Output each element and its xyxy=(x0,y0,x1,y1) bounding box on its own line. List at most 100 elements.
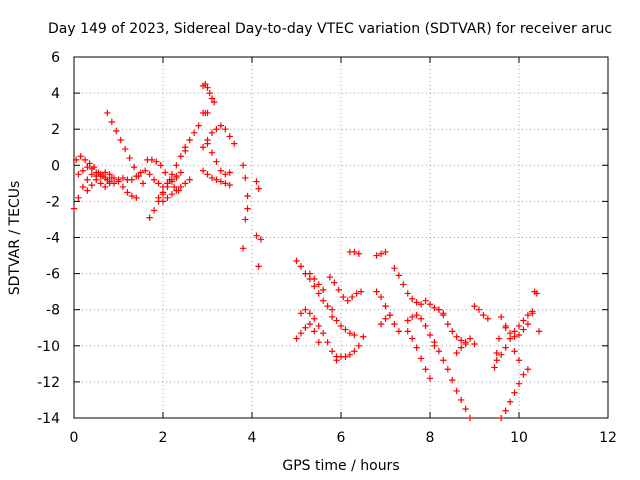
data-point xyxy=(471,302,478,310)
data-point xyxy=(142,167,149,174)
series-arc-af xyxy=(404,311,438,349)
series-arc-s xyxy=(255,263,262,270)
data-point xyxy=(244,205,251,212)
data-point xyxy=(498,313,505,321)
data-point xyxy=(128,192,136,200)
data-point xyxy=(348,293,356,301)
series-arc-p xyxy=(204,140,233,178)
data-point xyxy=(168,171,176,178)
data-point xyxy=(400,281,407,288)
data-point xyxy=(335,286,342,294)
data-point xyxy=(213,126,220,133)
tick-labels: 0 2 4 6 8 10 12 -14 -12 -10 -8 -6 -4 -2 0 2 4 6 xyxy=(37,50,617,446)
data-point xyxy=(199,167,207,174)
data-point xyxy=(164,194,171,201)
data-point xyxy=(93,176,100,183)
x-tick-label: 12 xyxy=(599,430,617,446)
data-point xyxy=(342,326,349,333)
data-point xyxy=(302,324,309,331)
data-point xyxy=(79,183,87,191)
data-point xyxy=(466,414,474,422)
data-point xyxy=(377,293,385,301)
data-point xyxy=(177,183,184,191)
data-point xyxy=(324,302,331,310)
data-point xyxy=(515,331,523,339)
data-point xyxy=(511,333,518,340)
data-point xyxy=(186,176,193,183)
series-arc-ab xyxy=(373,248,389,259)
data-point xyxy=(137,169,144,176)
data-point xyxy=(253,232,260,239)
data-point xyxy=(148,156,156,164)
data-point xyxy=(511,389,518,396)
series-arc-ai xyxy=(431,338,474,422)
data-point xyxy=(422,322,429,330)
data-point xyxy=(155,180,162,187)
data-point xyxy=(119,174,127,182)
y-tick-label: -6 xyxy=(46,267,60,283)
data-point xyxy=(493,349,500,357)
data-point xyxy=(208,129,216,137)
data-point xyxy=(84,176,91,183)
data-point xyxy=(297,263,305,270)
data-point xyxy=(404,328,411,335)
data-point xyxy=(342,353,349,360)
series-arc-u xyxy=(293,320,322,346)
data-point xyxy=(146,171,153,178)
data-point xyxy=(239,162,247,169)
series-arc-ad xyxy=(377,311,394,328)
y-tick-label: -10 xyxy=(37,339,60,355)
series-arc-e xyxy=(104,109,147,187)
data-point xyxy=(146,214,153,221)
data-point xyxy=(73,156,80,164)
data-point xyxy=(242,174,249,182)
data-point xyxy=(506,335,514,342)
data-point xyxy=(108,118,116,126)
data-point xyxy=(255,263,262,270)
data-point xyxy=(110,174,118,182)
data-point xyxy=(328,348,336,355)
data-point xyxy=(115,178,122,185)
data-point xyxy=(498,351,505,359)
data-point xyxy=(320,329,327,337)
series-arc-ap xyxy=(502,320,532,340)
data-point xyxy=(88,165,95,173)
data-point xyxy=(117,136,124,144)
data-point xyxy=(297,329,305,337)
data-point xyxy=(253,178,260,185)
data-point xyxy=(153,158,160,165)
data-point xyxy=(320,297,327,304)
y-tick-label: 4 xyxy=(51,86,60,102)
series-arc-aj xyxy=(435,306,469,348)
data-point xyxy=(511,328,518,335)
data-point xyxy=(426,301,434,308)
data-point xyxy=(471,340,478,348)
data-point xyxy=(404,290,411,297)
data-point xyxy=(204,140,211,147)
data-point xyxy=(331,279,338,286)
data-point xyxy=(328,306,336,313)
series-arc-aa xyxy=(346,248,362,257)
data-point xyxy=(168,178,176,185)
data-point xyxy=(104,176,111,183)
y-tick-label: 2 xyxy=(51,122,60,138)
data-point xyxy=(315,281,322,288)
data-point xyxy=(520,317,527,324)
data-point xyxy=(79,167,87,174)
data-point xyxy=(293,257,300,265)
series-arc-d xyxy=(84,169,140,201)
data-point xyxy=(524,320,532,328)
data-point xyxy=(182,180,189,187)
series-arc-ae xyxy=(391,264,425,308)
data-point xyxy=(126,154,133,162)
data-point xyxy=(177,169,184,176)
data-point xyxy=(529,310,536,317)
data-point xyxy=(75,171,82,178)
data-point xyxy=(413,344,420,351)
data-point xyxy=(382,248,389,256)
data-point xyxy=(97,180,104,187)
data-point xyxy=(506,329,514,337)
data-point xyxy=(515,380,523,387)
data-point xyxy=(409,295,416,303)
